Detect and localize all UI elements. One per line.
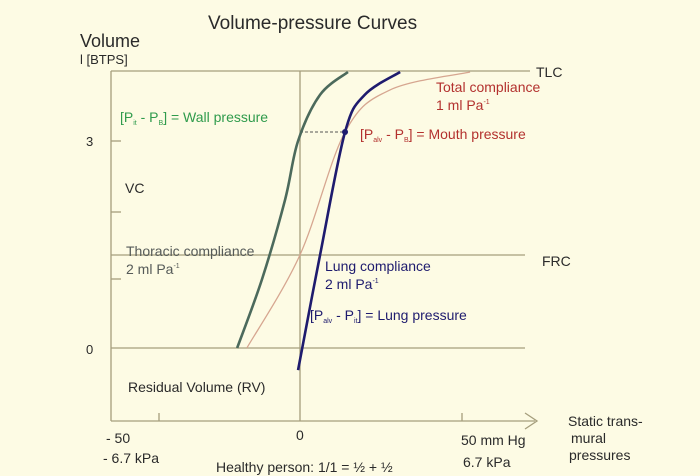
- wall-pressure-label: [Pit - PB] = Wall pressure: [120, 109, 268, 127]
- x-tick-label: - 50: [106, 430, 130, 446]
- mouth-pressure-point: [342, 129, 349, 136]
- rv-label: Residual Volume (RV): [128, 379, 265, 395]
- lung-pressure-label: [Palv - Pit] = Lung pressure: [310, 307, 467, 325]
- total-curve: [246, 71, 471, 349]
- y-tick-label: 0: [86, 342, 93, 357]
- x-tick-kpa: 6.7 kPa: [463, 454, 511, 470]
- x-tick-label: 0: [296, 427, 304, 443]
- y-tick-label: 3: [86, 134, 93, 149]
- total-compliance-value: 1 ml Pa-1: [436, 97, 490, 113]
- lung-compliance-label: Lung compliance: [325, 258, 431, 274]
- thoracic-compliance-value: 2 ml Pa-1: [126, 261, 180, 277]
- total-compliance-label: Total compliance: [436, 79, 540, 95]
- lung-curve: [296, 70, 401, 371]
- y-axis-label: Volume: [80, 31, 140, 51]
- footer-note: Healthy person: 1/1 = ½ + ½: [216, 459, 393, 475]
- tlc-label: TLC: [536, 64, 562, 80]
- thoracic-curve: [235, 70, 349, 349]
- x-axis-label-line3: pressures: [569, 447, 630, 463]
- vc-label: VC: [125, 180, 144, 196]
- x-axis-label-line1: Static trans-: [568, 413, 643, 429]
- frc-label: FRC: [542, 253, 571, 269]
- thoracic-compliance-label: Thoracic compliance: [126, 243, 255, 259]
- x-tick-label: 50 mm Hg: [461, 432, 526, 448]
- mouth-pressure-label: [Palv - PB] = Mouth pressure: [360, 126, 526, 144]
- y-axis-unit: l [BTPS]: [80, 52, 128, 67]
- lung-compliance-value: 2 ml Pa-1: [325, 276, 379, 292]
- x-axis-arrow-icon: [524, 412, 539, 430]
- x-tick-kpa: - 6.7 kPa: [103, 450, 159, 466]
- x-axis-label-line2: mural: [571, 430, 606, 446]
- diagram-title: Volume-pressure Curves: [208, 13, 417, 34]
